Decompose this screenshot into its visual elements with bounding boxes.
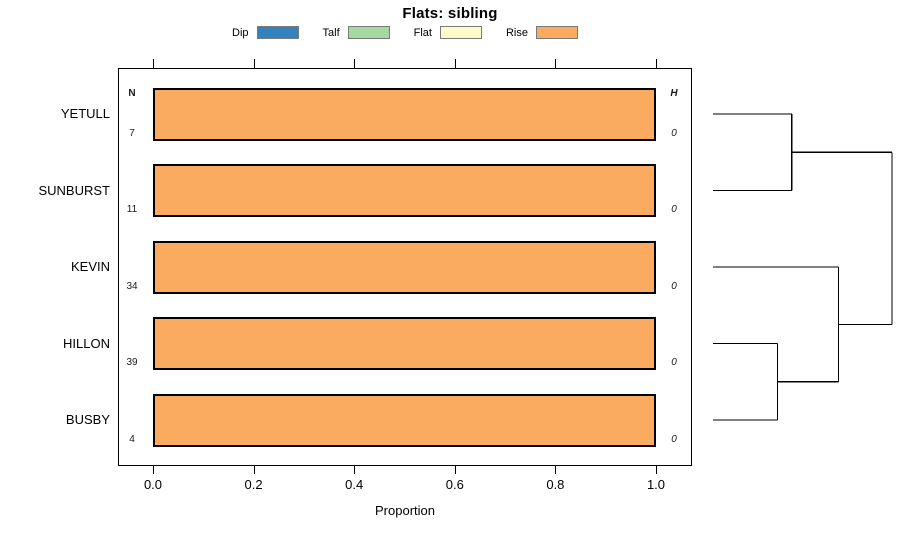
h-value: 0 [671, 357, 677, 368]
axis-tick-bottom [253, 465, 255, 474]
legend-label: Talf [322, 26, 340, 39]
legend: Dip Talf Flat Rise [232, 26, 578, 39]
legend-item-dip: Dip [232, 26, 299, 39]
axis-tick-top [454, 59, 456, 68]
x-tick-label: 0.0 [143, 477, 163, 492]
axis-tick-top [354, 59, 356, 68]
x-tick-label: 0.6 [445, 477, 464, 492]
n-value: 4 [129, 433, 135, 445]
bar-yetull [153, 87, 656, 141]
x-tick-label: 0.4 [345, 477, 364, 492]
n-value: 7 [129, 127, 135, 139]
legend-item-rise: Rise [506, 26, 578, 39]
h-value: 0 [671, 204, 677, 215]
x-tick-label: 0.8 [546, 477, 565, 492]
h-column-header: H [670, 88, 678, 99]
row-label-yetull: YETULL [60, 106, 110, 121]
bar-sunburst [153, 164, 656, 217]
axis-tick-bottom [656, 465, 657, 474]
axis-tick-bottom [153, 465, 154, 474]
n-value: 11 [126, 204, 138, 215]
bar-segment-rise [155, 319, 654, 368]
legend-label: Flat [413, 26, 432, 39]
legend-item-flat: Flat [414, 26, 482, 39]
legend-swatch-talf [347, 26, 390, 39]
bar-segment-rise [155, 89, 654, 139]
legend-swatch-rise [536, 26, 578, 39]
axis-tick-top [253, 59, 255, 68]
legend-swatch-flat [439, 26, 482, 39]
axis-tick-top [555, 59, 557, 68]
axis-tick-bottom [454, 465, 456, 474]
axis-tick-top [153, 59, 154, 68]
row-label-hillon: HILLON [63, 335, 110, 351]
chart-title: Flats: sibling [402, 5, 498, 22]
bar-segment-rise [155, 395, 654, 445]
h-value: 0 [671, 433, 677, 445]
row-label-sunburst: SUNBURST [38, 182, 110, 198]
h-value: 0 [671, 280, 677, 292]
bar-segment-rise [155, 166, 654, 215]
bar-hillon [153, 317, 656, 370]
n-column-header: N [128, 88, 136, 99]
axis-tick-bottom [555, 465, 557, 474]
n-value: 34 [126, 280, 138, 292]
plot-area: N H 7 0 11 0 34 0 39 0 4 0 [118, 59, 692, 474]
legend-label: Dip [232, 26, 249, 39]
n-value: 39 [126, 357, 138, 368]
bar-busby [153, 393, 656, 447]
x-tick-label: 1.0 [646, 477, 666, 492]
legend-item-talf: Talf [323, 26, 390, 39]
x-axis-label: Proportion [375, 503, 435, 518]
row-label-busby: BUSBY [65, 412, 110, 427]
bar-segment-rise [155, 242, 654, 292]
legend-swatch-dip [256, 26, 299, 39]
h-value: 0 [671, 127, 677, 139]
legend-label: Rise [505, 26, 528, 39]
bar-kevin [153, 240, 656, 294]
axis-tick-top [656, 59, 657, 68]
row-label-kevin: KEVIN [70, 259, 110, 274]
axis-tick-bottom [354, 465, 356, 474]
x-tick-label: 0.2 [244, 477, 263, 492]
